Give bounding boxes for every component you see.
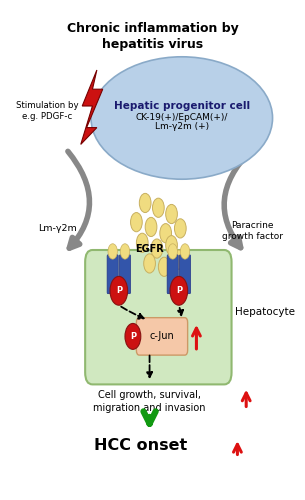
FancyArrowPatch shape — [178, 308, 183, 316]
Text: Stimulation by
e.g. PDGF-c: Stimulation by e.g. PDGF-c — [16, 100, 78, 121]
Text: P: P — [130, 332, 136, 341]
FancyArrowPatch shape — [224, 151, 250, 248]
Circle shape — [139, 194, 151, 212]
Circle shape — [131, 212, 142, 232]
Circle shape — [166, 236, 178, 255]
Text: Chronic inflammation by
hepatitis virus: Chronic inflammation by hepatitis virus — [66, 22, 239, 51]
Text: Cell growth, survival,
migration and invasion: Cell growth, survival, migration and inv… — [93, 390, 206, 412]
Circle shape — [174, 219, 186, 238]
Circle shape — [145, 218, 157, 236]
FancyArrowPatch shape — [68, 152, 89, 248]
Circle shape — [160, 224, 171, 243]
Circle shape — [152, 198, 164, 218]
Text: P: P — [176, 286, 182, 296]
FancyArrowPatch shape — [147, 356, 152, 377]
Text: P: P — [116, 286, 122, 296]
Circle shape — [170, 276, 188, 305]
Text: c-Jun: c-Jun — [150, 332, 174, 342]
Circle shape — [110, 276, 127, 305]
Text: HCC onset: HCC onset — [94, 438, 187, 454]
Circle shape — [125, 324, 141, 349]
Text: Lm-γ2m: Lm-γ2m — [38, 224, 77, 233]
FancyBboxPatch shape — [179, 255, 191, 294]
FancyBboxPatch shape — [167, 255, 178, 294]
Circle shape — [151, 239, 163, 258]
Text: Hepatic progenitor cell: Hepatic progenitor cell — [114, 101, 250, 111]
Text: CK-19(+)/EpCAM(+)/: CK-19(+)/EpCAM(+)/ — [136, 112, 228, 122]
FancyBboxPatch shape — [107, 255, 118, 294]
Circle shape — [144, 254, 156, 273]
Ellipse shape — [91, 57, 273, 179]
Circle shape — [168, 244, 178, 259]
FancyBboxPatch shape — [120, 255, 131, 294]
Circle shape — [108, 244, 117, 259]
Circle shape — [180, 244, 190, 259]
Circle shape — [166, 204, 178, 224]
FancyBboxPatch shape — [85, 250, 231, 384]
Circle shape — [136, 233, 148, 252]
Polygon shape — [81, 70, 103, 144]
Text: Paracrine
growth factor: Paracrine growth factor — [221, 220, 282, 241]
Text: Lm-γ2m (+): Lm-γ2m (+) — [155, 122, 209, 130]
Circle shape — [173, 250, 185, 269]
Circle shape — [120, 244, 130, 259]
Circle shape — [158, 257, 170, 276]
FancyBboxPatch shape — [136, 318, 188, 355]
FancyArrowPatch shape — [121, 306, 144, 318]
Text: Hepatocyte: Hepatocyte — [235, 308, 295, 318]
Text: EGFR: EGFR — [135, 244, 164, 254]
